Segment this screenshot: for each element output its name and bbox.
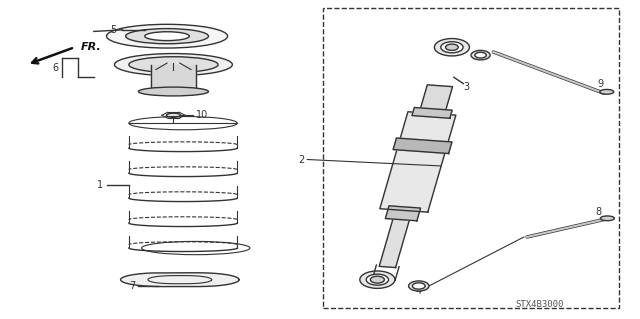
Text: 4: 4 [416,286,422,296]
Ellipse shape [129,57,218,72]
Text: 3: 3 [463,82,470,92]
Text: 2: 2 [298,154,304,165]
Ellipse shape [166,113,180,117]
Bar [323,8,620,308]
Text: 9: 9 [597,78,604,89]
Ellipse shape [435,39,469,56]
Ellipse shape [412,283,425,289]
Ellipse shape [366,274,388,285]
Ellipse shape [145,32,189,41]
Text: 1: 1 [97,180,103,190]
Ellipse shape [360,271,395,288]
Ellipse shape [125,29,209,44]
Ellipse shape [441,42,463,53]
Polygon shape [151,65,196,92]
Polygon shape [412,108,452,118]
Ellipse shape [445,44,458,50]
Text: 5: 5 [110,25,116,35]
Text: 8: 8 [595,207,602,217]
Ellipse shape [371,276,385,283]
Text: STX4B3000: STX4B3000 [516,300,564,309]
Polygon shape [385,206,420,221]
Ellipse shape [115,54,232,76]
Ellipse shape [475,52,486,58]
Ellipse shape [106,24,228,48]
Ellipse shape [138,87,209,96]
Ellipse shape [471,50,490,60]
Text: FR.: FR. [81,42,102,52]
Text: 10: 10 [196,110,208,120]
Text: 6: 6 [52,63,59,73]
Ellipse shape [408,281,429,291]
Polygon shape [393,138,452,153]
Ellipse shape [600,216,614,221]
Polygon shape [380,112,456,212]
Text: 7: 7 [129,281,135,291]
Polygon shape [419,85,452,114]
Polygon shape [120,273,239,286]
Polygon shape [380,214,411,268]
Ellipse shape [600,89,614,94]
